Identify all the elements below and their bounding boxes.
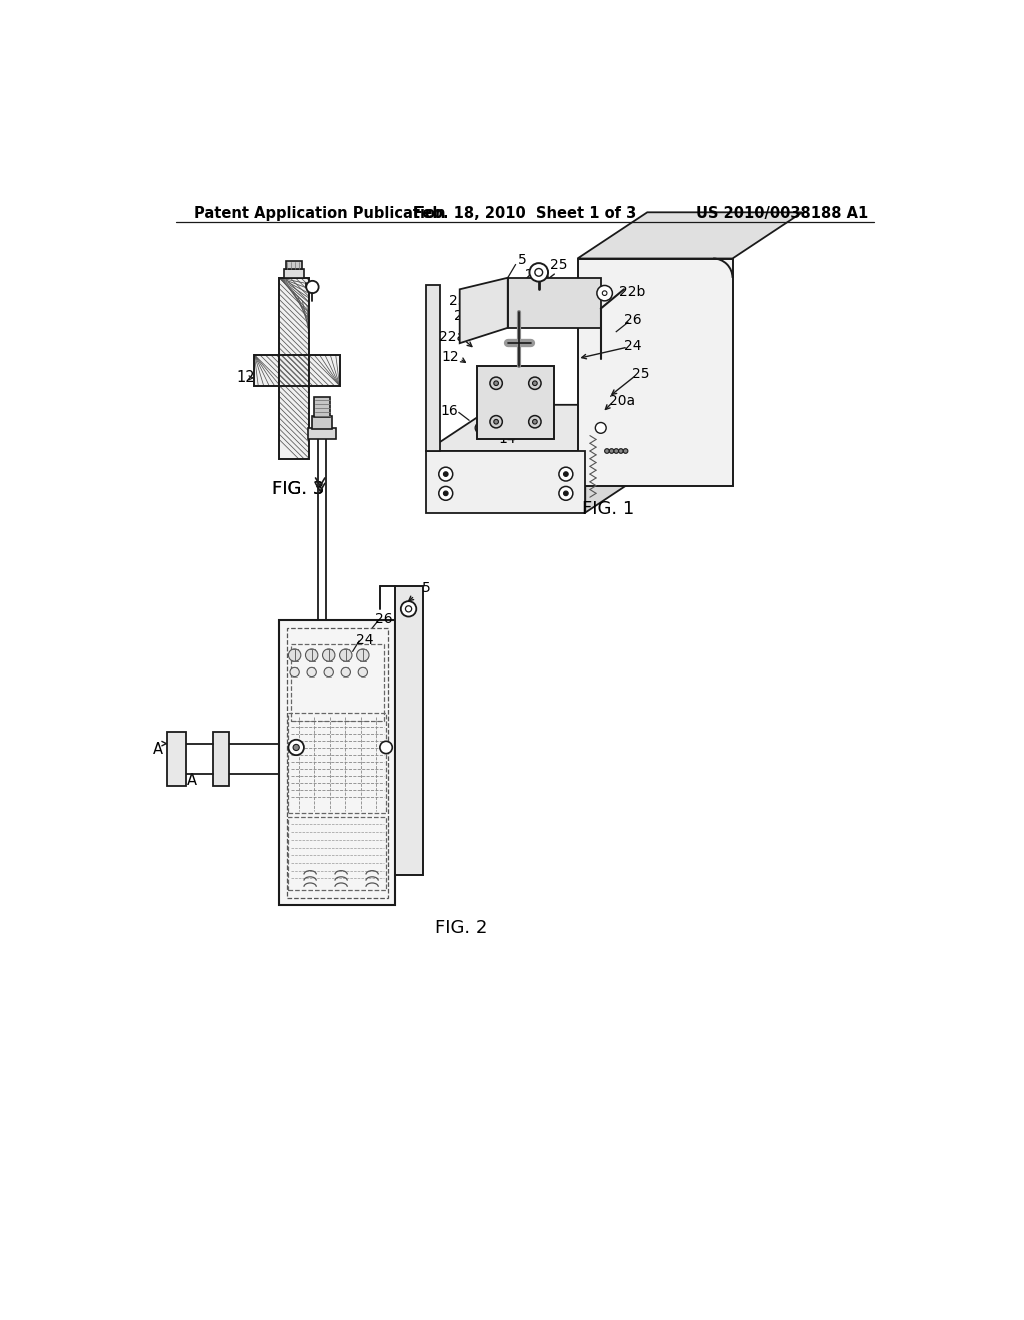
Circle shape bbox=[443, 471, 449, 477]
Circle shape bbox=[563, 471, 568, 477]
Bar bbox=[213, 733, 228, 785]
Circle shape bbox=[289, 739, 304, 755]
Circle shape bbox=[563, 491, 568, 496]
Circle shape bbox=[595, 422, 606, 433]
Circle shape bbox=[443, 491, 449, 496]
Polygon shape bbox=[578, 213, 802, 259]
Text: 22a: 22a bbox=[439, 330, 465, 345]
Circle shape bbox=[358, 668, 368, 677]
Polygon shape bbox=[460, 277, 508, 343]
Circle shape bbox=[614, 449, 618, 453]
Text: US 2010/0038188 A1: US 2010/0038188 A1 bbox=[696, 206, 868, 222]
Text: 24: 24 bbox=[454, 309, 471, 323]
Text: 25: 25 bbox=[550, 257, 567, 272]
Text: FIG. 3: FIG. 3 bbox=[272, 480, 325, 499]
Bar bbox=[284, 268, 304, 277]
Circle shape bbox=[290, 668, 299, 677]
Circle shape bbox=[489, 378, 503, 389]
Circle shape bbox=[438, 487, 453, 500]
Circle shape bbox=[597, 285, 612, 301]
Text: FIG. 3: FIG. 3 bbox=[272, 480, 325, 499]
Text: 24: 24 bbox=[624, 338, 641, 352]
Circle shape bbox=[356, 649, 369, 661]
Circle shape bbox=[624, 449, 628, 453]
Bar bbox=[280, 277, 308, 459]
Text: 12: 12 bbox=[237, 371, 255, 385]
Circle shape bbox=[305, 649, 317, 661]
Bar bbox=[280, 277, 308, 459]
Text: 22b: 22b bbox=[620, 285, 646, 298]
Text: A: A bbox=[153, 742, 163, 758]
Circle shape bbox=[400, 601, 417, 616]
Circle shape bbox=[618, 449, 624, 453]
Text: FIG. 2: FIG. 2 bbox=[435, 920, 487, 937]
Circle shape bbox=[306, 281, 318, 293]
Polygon shape bbox=[586, 405, 655, 512]
Circle shape bbox=[475, 422, 486, 433]
Circle shape bbox=[293, 744, 299, 751]
Text: 14: 14 bbox=[499, 433, 516, 446]
Bar bbox=[287, 628, 388, 898]
Text: 20a: 20a bbox=[608, 393, 635, 408]
Bar bbox=[291, 644, 384, 721]
Bar bbox=[312, 416, 332, 429]
Circle shape bbox=[489, 416, 503, 428]
Text: 25: 25 bbox=[450, 294, 467, 308]
Circle shape bbox=[438, 467, 453, 480]
Circle shape bbox=[602, 290, 607, 296]
Polygon shape bbox=[426, 285, 440, 451]
Circle shape bbox=[307, 668, 316, 677]
Circle shape bbox=[529, 263, 548, 281]
Circle shape bbox=[532, 381, 538, 385]
Circle shape bbox=[532, 420, 538, 424]
Text: 24: 24 bbox=[355, 632, 373, 647]
Circle shape bbox=[528, 416, 541, 428]
Bar bbox=[254, 355, 340, 385]
Bar bbox=[286, 261, 302, 269]
Text: 16: 16 bbox=[440, 404, 459, 418]
Polygon shape bbox=[426, 451, 586, 512]
Text: Patent Application Publication: Patent Application Publication bbox=[194, 206, 445, 222]
Circle shape bbox=[528, 378, 541, 389]
Text: 10: 10 bbox=[508, 391, 523, 404]
Text: 5: 5 bbox=[422, 581, 431, 595]
Bar bbox=[280, 620, 395, 906]
Text: 26: 26 bbox=[525, 268, 543, 282]
Bar bbox=[477, 367, 554, 440]
Circle shape bbox=[609, 449, 614, 453]
Bar bbox=[289, 817, 386, 890]
Circle shape bbox=[559, 487, 572, 500]
Text: FIG. 1: FIG. 1 bbox=[583, 500, 635, 517]
Text: 12: 12 bbox=[441, 350, 459, 364]
Circle shape bbox=[289, 649, 301, 661]
Circle shape bbox=[340, 649, 352, 661]
Circle shape bbox=[494, 420, 499, 424]
Circle shape bbox=[323, 649, 335, 661]
Circle shape bbox=[604, 449, 609, 453]
Text: 5: 5 bbox=[518, 253, 527, 267]
Circle shape bbox=[341, 668, 350, 677]
Bar bbox=[289, 713, 386, 813]
Text: Feb. 18, 2010  Sheet 1 of 3: Feb. 18, 2010 Sheet 1 of 3 bbox=[413, 206, 637, 222]
Circle shape bbox=[559, 467, 572, 480]
Circle shape bbox=[494, 381, 499, 385]
Text: 25: 25 bbox=[632, 367, 650, 381]
Bar bbox=[308, 428, 337, 440]
Text: A: A bbox=[186, 774, 197, 788]
Bar bbox=[508, 277, 601, 327]
Circle shape bbox=[535, 268, 543, 276]
Bar bbox=[395, 586, 423, 875]
Circle shape bbox=[380, 742, 392, 754]
Polygon shape bbox=[426, 405, 655, 451]
Text: 26: 26 bbox=[624, 313, 641, 327]
Bar bbox=[167, 733, 186, 785]
Circle shape bbox=[324, 668, 334, 677]
Bar bbox=[314, 397, 331, 417]
Polygon shape bbox=[578, 259, 732, 486]
Bar bbox=[254, 355, 340, 385]
Text: 26: 26 bbox=[375, 612, 392, 626]
Circle shape bbox=[406, 606, 412, 612]
